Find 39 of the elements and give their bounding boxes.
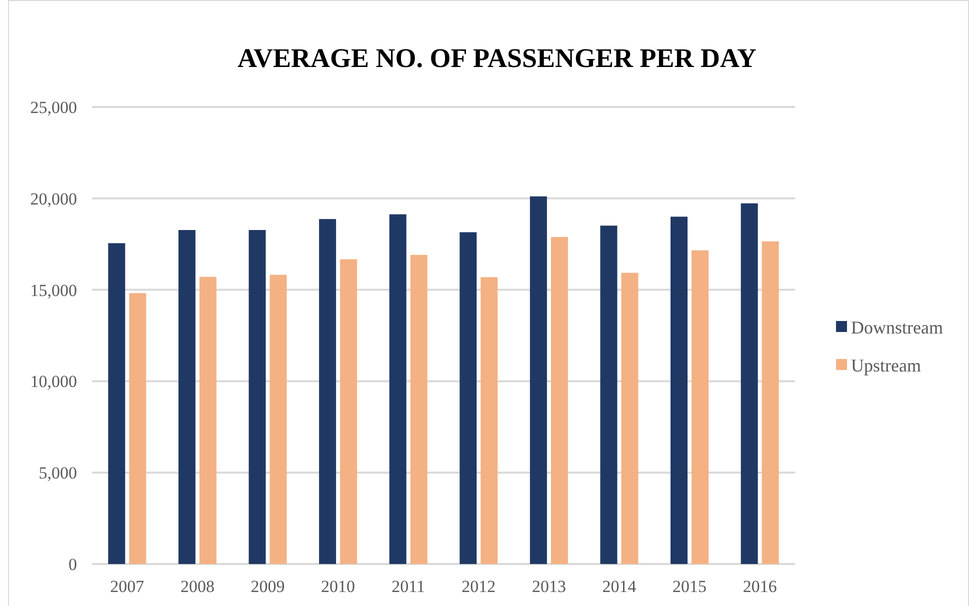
bar — [740, 203, 758, 564]
x-tick-label: 2012 — [462, 577, 496, 596]
legend-label: Downstream — [851, 317, 943, 338]
bar — [248, 230, 266, 564]
bar — [410, 254, 428, 564]
bar — [108, 243, 126, 564]
bar — [340, 259, 358, 564]
x-tick-label: 2009 — [250, 577, 285, 596]
bar — [692, 250, 709, 564]
bar — [530, 196, 547, 564]
bar — [460, 232, 477, 564]
y-tick-label: 20,000 — [30, 189, 77, 208]
bar — [178, 230, 196, 564]
bar — [550, 236, 568, 564]
x-tick-label: 2008 — [180, 577, 214, 596]
x-tick-label: 2016 — [742, 577, 777, 596]
x-tick-label: 2010 — [321, 577, 356, 596]
x-tick-label: 2007 — [110, 577, 145, 596]
bar — [270, 274, 287, 564]
bar — [670, 216, 688, 564]
bar — [762, 241, 779, 564]
bar — [319, 219, 336, 564]
y-tick-label: 15,000 — [30, 280, 77, 300]
bar — [129, 293, 146, 564]
y-tick-label: 0 — [68, 554, 77, 574]
bar — [199, 276, 216, 564]
bar — [621, 272, 638, 564]
bar — [389, 214, 406, 564]
x-tick-label: 2013 — [532, 577, 566, 596]
x-tick-label: 2011 — [392, 577, 426, 596]
chart-title: AVERAGE NO. OF PASSENGER PER DAY — [237, 43, 757, 73]
x-tick-label: 2015 — [672, 577, 707, 596]
y-tick-label: 25,000 — [30, 98, 77, 117]
bar — [600, 226, 618, 564]
x-tick-label: 2014 — [602, 577, 637, 596]
legend-label: Upstream — [851, 355, 921, 376]
y-tick-label: 10,000 — [30, 372, 77, 392]
y-tick-label: 5,000 — [38, 464, 77, 483]
bar — [480, 277, 498, 564]
